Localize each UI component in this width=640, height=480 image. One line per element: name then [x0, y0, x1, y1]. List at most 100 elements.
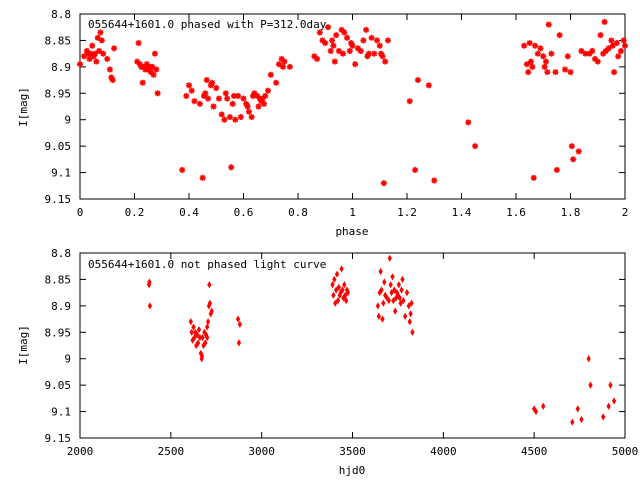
unphased-data-point: [390, 273, 395, 281]
phased-data-point: [260, 100, 267, 107]
phased-data-point: [77, 61, 83, 68]
phased-data-point: [526, 40, 533, 47]
phased-data-point: [199, 174, 206, 181]
phased-data-point: [86, 55, 93, 62]
phased-data-point: [620, 37, 627, 44]
phased-data-point: [412, 166, 419, 173]
phased-data-point: [617, 48, 624, 54]
unphased-data-point: [196, 326, 202, 334]
phased-data-point: [237, 114, 244, 121]
unphased-y-tick-label: 8.9: [51, 300, 71, 313]
phased-data-point: [341, 29, 348, 36]
phased-data-point: [613, 40, 620, 47]
phased-data-point: [183, 92, 190, 99]
phased-data-point: [594, 58, 601, 65]
unphased-x-tick-label: 5000: [612, 445, 639, 458]
phased-x-tick-label: 0.6: [234, 206, 254, 219]
unphased-data-point: [608, 381, 613, 389]
phased-data-point: [363, 26, 370, 33]
unphased-x-tick-label: 4000: [430, 445, 457, 458]
phased-panel: 8.8 8.85 8.9 8.95 9 9.05 9.1 9.15 0 0.2 0.4 0.6 0.8…: [17, 8, 628, 238]
unphased-data-point: [575, 405, 580, 413]
unphased-data-point: [342, 281, 347, 289]
phased-data-point: [544, 69, 551, 76]
phased-data-point: [611, 69, 618, 76]
phased-data-point: [230, 92, 237, 99]
phased-data-point: [329, 37, 336, 44]
phased-x-tick-label: 1.2: [397, 206, 417, 219]
unphased-data-point: [334, 270, 340, 278]
phased-x-tick-label: 0: [77, 206, 84, 219]
unphased-data-point: [410, 328, 415, 336]
unphased-data-point: [340, 286, 345, 294]
unphased-panel: 8.8 8.85 8.9 8.95 9 9.05 9.1 9.15 2000 2500 3000 3…: [17, 247, 638, 477]
unphased-data-point: [332, 275, 337, 284]
phased-data-point: [324, 24, 331, 31]
unphased-ticks: [79, 252, 626, 439]
unphased-data-point: [333, 299, 338, 307]
phased-data-point: [431, 177, 438, 184]
phased-data-point: [548, 50, 555, 57]
phased-data-point: [414, 77, 421, 84]
phased-data-point: [564, 53, 571, 60]
phased-data-point: [139, 79, 146, 86]
phased-data-point: [153, 66, 160, 73]
unphased-plot-frame: [79, 252, 626, 439]
phased-x-axis-label: phase: [335, 225, 368, 238]
phased-data-point: [568, 143, 575, 150]
phased-data-point: [331, 58, 338, 65]
unphased-data-point: [195, 331, 200, 339]
unphased-y-tick-labels: 8.8 8.85 8.9 8.95 9 9.05 9.1 9.15: [45, 247, 72, 445]
unphased-x-tick-label: 3500: [339, 445, 366, 458]
phased-data-point: [605, 45, 612, 52]
phased-data-point: [226, 114, 233, 121]
phased-y-tick-labels: 8.8 8.85 8.9 8.95 9 9.05 9.1 9.15: [45, 8, 72, 206]
phased-y-tick-label: 9: [64, 114, 71, 127]
phased-data-point: [286, 63, 293, 70]
phased-data-point: [360, 37, 367, 44]
unphased-data-point: [147, 302, 153, 310]
unphased-y-tick-label: 8.8: [51, 247, 71, 260]
unphased-data-point: [400, 275, 405, 284]
phased-data-point: [100, 50, 107, 57]
unphased-data-point: [606, 402, 611, 410]
phased-data-point: [149, 63, 156, 70]
unphased-data-point: [399, 286, 404, 294]
phased-data-point: [179, 166, 186, 173]
phased-data-point: [384, 37, 391, 44]
phased-data-point: [368, 34, 375, 41]
phased-data-point: [553, 166, 560, 173]
phased-data-point: [203, 77, 210, 84]
phased-y-tick-label: 8.9: [51, 61, 71, 74]
phased-data-point: [262, 92, 269, 99]
unphased-data-point: [541, 402, 546, 410]
unphased-data-point: [343, 296, 349, 305]
phased-data-point: [541, 63, 548, 70]
phased-data-point: [376, 42, 383, 49]
phased-y-tick-label: 9.1: [51, 167, 71, 180]
phased-data-point: [215, 95, 222, 102]
phased-data-point: [244, 103, 251, 110]
phased-data-point: [525, 69, 532, 76]
unphased-data-point: [407, 318, 412, 326]
unphased-data-point: [379, 286, 384, 294]
unphased-data-point: [381, 299, 386, 307]
phased-data-point: [330, 42, 337, 49]
unphased-x-tick-label: 3000: [248, 445, 275, 458]
unphased-data-point: [331, 291, 336, 299]
phased-data-point: [135, 40, 142, 47]
phased-data-point: [472, 143, 479, 150]
phased-data-point: [339, 50, 346, 57]
unphased-data-point: [335, 296, 341, 305]
phased-x-tick-label: 1: [349, 206, 356, 219]
unphased-data-point: [343, 291, 348, 299]
phased-data-point: [281, 58, 288, 65]
unphased-data-point: [209, 307, 214, 315]
phased-x-tick-labels: 0 0.2 0.4 0.6 0.8 1 1.2 1.4 1.6 1.8 2: [77, 206, 629, 219]
phased-data-point: [333, 32, 340, 39]
phased-data-point: [245, 108, 252, 115]
unphased-data-point: [205, 318, 211, 326]
unphased-data-point: [611, 397, 617, 405]
unphased-data-point: [200, 333, 205, 342]
